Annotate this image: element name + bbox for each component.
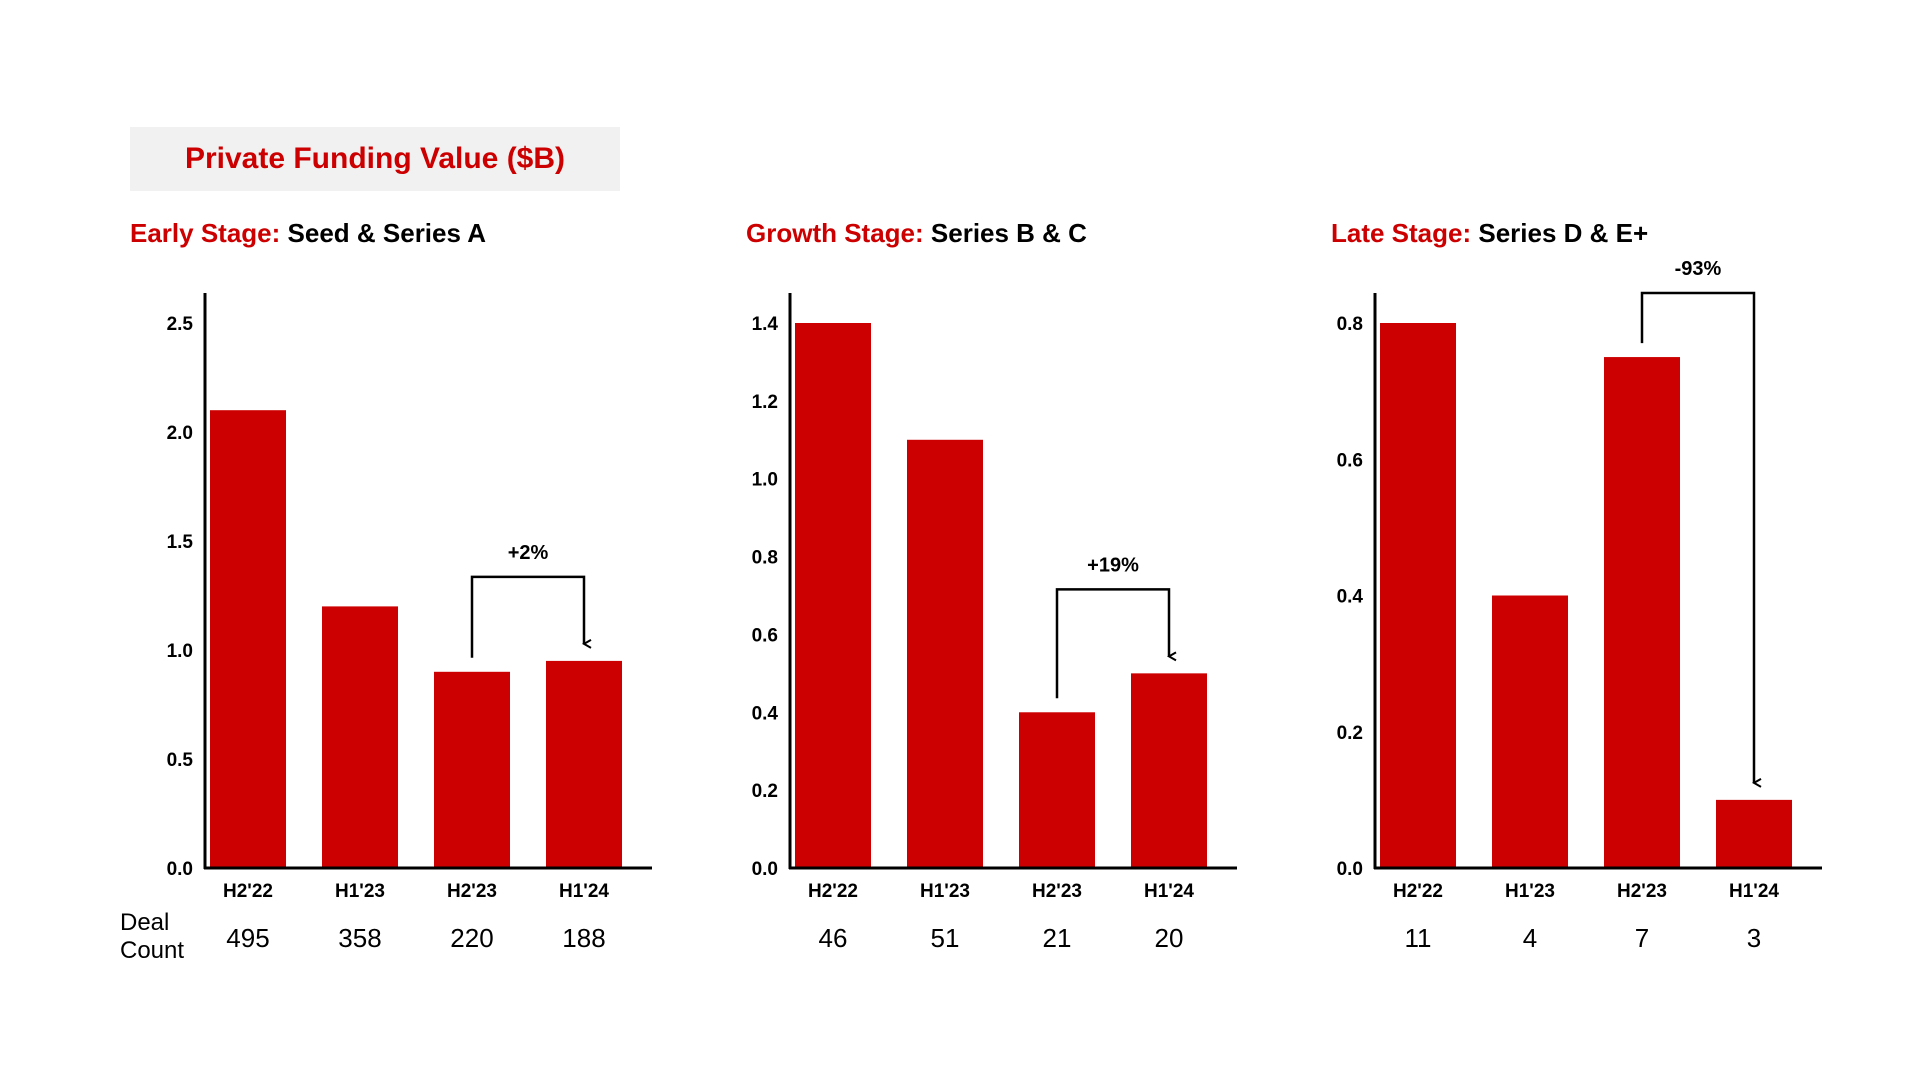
deal-count-value: 20 (1155, 923, 1184, 953)
deal-count-label-line1: Deal (120, 909, 169, 936)
y-tick-label: 2.0 (167, 423, 193, 444)
y-tick-label: 2.5 (167, 314, 194, 335)
bar-H1'24 (1716, 799, 1792, 868)
deal-count-value: 358 (338, 923, 381, 953)
y-tick-label: 0.5 (167, 750, 194, 771)
chart-title: Private Funding Value ($B) (184, 142, 566, 175)
x-tick-label: H1'23 (1505, 881, 1555, 902)
panel-2-subtitle: Series B & C (924, 218, 1088, 248)
bar-H1'24 (1131, 673, 1207, 868)
change-annotation-label: -93% (1675, 258, 1722, 280)
deal-count-value: 495 (226, 923, 269, 953)
x-tick-label: H2'23 (1617, 881, 1667, 902)
panel-1-stage-label: Early Stage: Seed & Series A (130, 218, 486, 248)
x-tick-label: H2'22 (808, 881, 858, 902)
deal-count-value: 188 (562, 923, 605, 953)
x-tick-label: H1'23 (920, 881, 970, 902)
change-annotation-bracket (1640, 291, 1754, 783)
x-tick-label: H2'23 (1032, 881, 1082, 902)
y-tick-label: 1.2 (752, 392, 778, 413)
panel-2-stage-label: Growth Stage: Series B & C (746, 218, 1087, 248)
deal-count-value: 4 (1523, 923, 1537, 953)
deal-count-value: 3 (1747, 923, 1761, 953)
deal-count-value: 46 (819, 923, 848, 953)
x-tick-label: H1'24 (1729, 881, 1779, 902)
y-tick-label: 0.4 (752, 703, 779, 724)
y-tick-label: 0.4 (1337, 587, 1364, 608)
bar-H1'23 (322, 606, 398, 868)
bar-H2'22 (1380, 323, 1456, 868)
change-annotation-bracket (470, 575, 584, 658)
y-tick-label: 0.2 (752, 781, 778, 802)
y-tick-label: 0.2 (1337, 723, 1363, 744)
bar-H2'23 (1019, 712, 1095, 868)
x-tick-label: H1'23 (335, 881, 385, 902)
deal-count-value: 7 (1635, 923, 1649, 953)
change-annotation-bracket (1055, 588, 1169, 699)
x-tick-label: H1'24 (1144, 881, 1194, 902)
bar-H2'23 (1604, 357, 1680, 868)
deal-count-value: 220 (450, 923, 493, 953)
y-tick-label: 0.0 (167, 859, 193, 880)
bar-H2'22 (210, 410, 286, 868)
bar-H1'24 (546, 660, 622, 868)
deal-count-value: 11 (1405, 923, 1432, 953)
y-tick-label: 1.0 (752, 470, 778, 491)
deal-count-value: 51 (931, 923, 960, 953)
x-tick-label: H2'22 (223, 881, 273, 902)
bar-H1'23 (907, 439, 983, 868)
y-tick-label: 0.0 (752, 859, 778, 880)
panel-3-subtitle: Series D & E+ (1471, 218, 1648, 248)
bar-H2'22 (795, 323, 871, 868)
panel-1-subtitle: Seed & Series A (280, 218, 486, 248)
y-tick-label: 0.8 (1337, 314, 1363, 335)
bar-H2'23 (434, 671, 510, 868)
deal-count-value: 21 (1043, 923, 1072, 953)
x-tick-label: H1'24 (559, 881, 609, 902)
y-tick-label: 1.4 (752, 314, 779, 335)
x-tick-label: H2'22 (1393, 881, 1443, 902)
y-tick-label: 0.6 (1337, 450, 1363, 471)
y-tick-label: 0.0 (1337, 859, 1363, 880)
y-tick-label: 0.8 (752, 548, 778, 569)
x-tick-label: H2'23 (447, 881, 497, 902)
chart-title-box: Private Funding Value ($B) (130, 127, 620, 191)
change-annotation-label: +19% (1087, 554, 1139, 576)
change-annotation-label: +2% (508, 542, 549, 564)
deal-count-label-line2: Count (120, 937, 184, 964)
panel-3-stage-label: Late Stage: Series D & E+ (1331, 218, 1648, 248)
y-tick-label: 0.6 (752, 625, 778, 646)
y-tick-label: 1.5 (167, 532, 194, 553)
bar-H1'23 (1492, 595, 1568, 868)
y-tick-label: 1.0 (167, 641, 193, 662)
